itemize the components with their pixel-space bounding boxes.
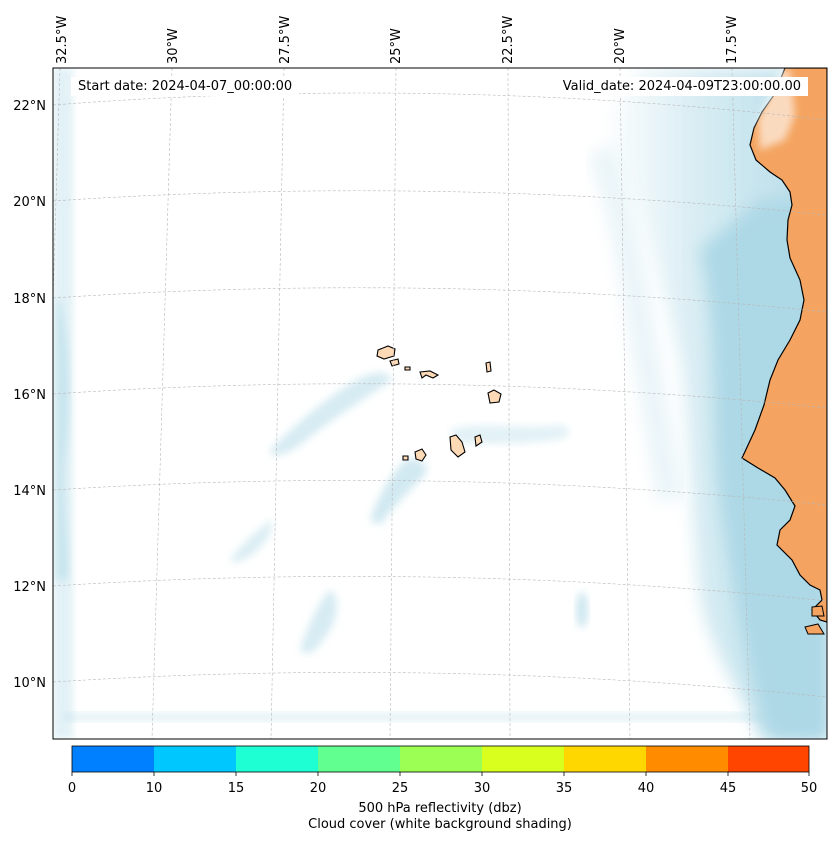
colorbar-segment — [646, 746, 728, 772]
lat-label: 14°N — [13, 484, 46, 499]
colorbar-segment — [400, 746, 482, 772]
lon-label: 32.5°W — [55, 16, 70, 64]
latitude-labels: 22°N 20°N 18°N 16°N 14°N 12°N 10°N — [13, 99, 46, 691]
africa-land — [741, 68, 827, 623]
colorbar-segment — [482, 746, 564, 772]
colorbar-segment — [728, 746, 809, 772]
island-santa-luzia — [404, 366, 411, 371]
colorbar-segment — [318, 746, 400, 772]
lat-label: 18°N — [13, 292, 46, 307]
colorbar-segment — [564, 746, 646, 772]
lon-label: 27.5°W — [278, 16, 293, 64]
island-sal — [485, 361, 492, 373]
island-santiago — [449, 434, 466, 458]
colorbar-caption-line2: Cloud cover (white background shading) — [308, 817, 572, 832]
lat-label: 20°N — [13, 195, 46, 210]
lon-label: 22.5°W — [501, 16, 516, 64]
colorbar-caption-line1: 500 hPa reflectivity (dbz) — [358, 801, 522, 816]
gridlines — [53, 68, 827, 739]
colorbar-segment — [72, 746, 154, 772]
lon-label: 20°W — [613, 28, 628, 64]
lat-label: 16°N — [13, 388, 46, 403]
colorbar-segment — [154, 746, 236, 772]
valid-date-label: Valid_date: 2024-04-09T23:00:00.00 — [555, 77, 808, 96]
colorbar — [71, 745, 810, 776]
lat-label: 12°N — [13, 580, 46, 595]
longitude-labels: 32.5°W 30°W 27.5°W 25°W 22.5°W 20°W 17.5… — [55, 16, 740, 64]
colorbar-segment — [236, 746, 318, 772]
island-maio — [474, 434, 483, 447]
island-fogo — [414, 448, 427, 462]
lat-label: 10°N — [13, 676, 46, 691]
island-sao-vicente — [389, 358, 400, 367]
map-frame — [52, 67, 828, 740]
bissau-islands — [804, 605, 825, 635]
island-sao-nicolau — [419, 370, 440, 379]
island-santo-antao — [376, 345, 396, 360]
start-date-label: Start date: 2024-04-07_00:00:00 — [71, 77, 300, 96]
island-boa-vista — [487, 389, 502, 404]
cape-verde-islands — [376, 345, 502, 462]
lon-label: 25°W — [389, 28, 404, 64]
lon-label: 17.5°W — [725, 16, 740, 64]
island-brava — [402, 455, 409, 461]
lat-label: 22°N — [13, 99, 46, 114]
lon-label: 30°W — [166, 28, 181, 64]
